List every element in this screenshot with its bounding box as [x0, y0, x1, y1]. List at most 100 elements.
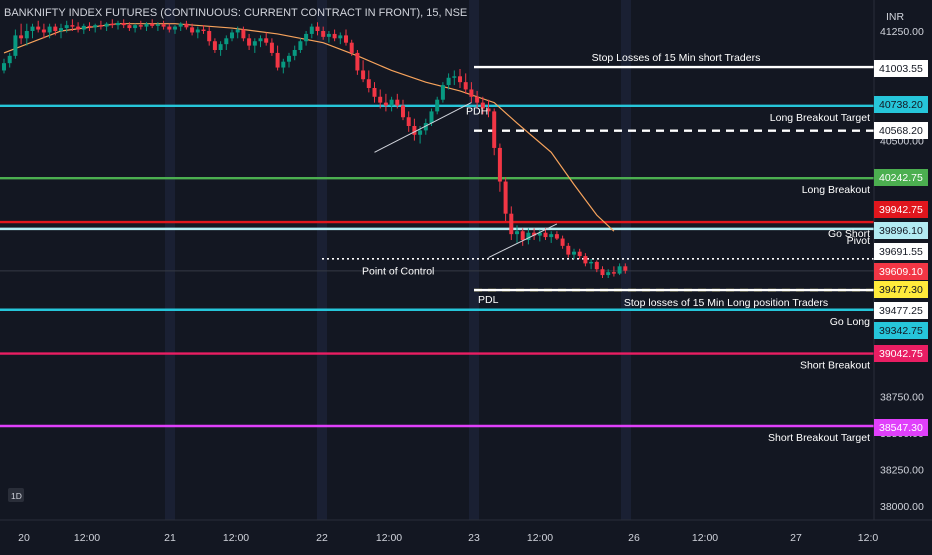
price-badge-pivot — [874, 222, 928, 239]
candle-body — [537, 232, 542, 236]
candle-body — [606, 272, 611, 276]
price-badge-label-go_short: 39942.75 — [879, 204, 923, 216]
candle-body — [577, 251, 582, 257]
candle-body — [492, 111, 497, 148]
candle-body — [589, 261, 594, 264]
candle-body — [497, 147, 502, 182]
level-label-go_long: Go Long — [830, 316, 870, 328]
candle-body — [64, 25, 69, 29]
candle-body — [623, 266, 628, 271]
price-badge-sb_target — [874, 419, 928, 436]
candle-body — [87, 25, 92, 28]
candle-body — [150, 23, 155, 26]
candle-body — [247, 38, 252, 46]
level-label-pivot: Pivot — [847, 235, 870, 247]
candle-body — [304, 33, 309, 42]
candle-body — [435, 99, 440, 112]
x-tick-label: 21 — [164, 532, 176, 544]
price-badge-label-short_breakout: 39042.75 — [879, 348, 923, 360]
time-axis[interactable]: 20 12:00 21 12:00 22 12:00 23 12:00 26 12:00 27 12:… — [18, 532, 878, 544]
candle-body — [167, 26, 172, 30]
candle-body — [116, 22, 120, 26]
x-tick-label: 12:00 — [74, 532, 100, 544]
annotation-point-of-control: Point of Control — [362, 266, 434, 278]
candle-body — [155, 24, 160, 26]
session-band — [469, 0, 479, 520]
candle-body — [406, 117, 411, 126]
candle-body — [401, 105, 405, 118]
y-tick-label: 41250.00 — [880, 26, 924, 38]
candle-body — [269, 42, 274, 53]
price-badge-go_short — [874, 201, 928, 218]
candle-body — [138, 25, 143, 27]
candle-body — [212, 41, 217, 50]
candle-body — [440, 85, 445, 100]
x-tick-label: 12:00 — [223, 532, 249, 544]
candles-layer — [2, 19, 628, 278]
candle-body — [275, 52, 280, 68]
candle-body — [600, 269, 605, 276]
candle-body — [332, 33, 337, 39]
interval-badge-bg — [8, 488, 24, 502]
price-badge-short_breakout — [874, 345, 928, 362]
candle-body — [338, 35, 343, 39]
candle-body — [503, 181, 508, 214]
level-label-go_short: Go Short — [828, 228, 870, 240]
candle-body — [98, 25, 103, 27]
candle-body — [7, 55, 12, 64]
y-tick-label: 38000.00 — [880, 501, 924, 513]
candle-body — [241, 29, 246, 39]
candle-body — [264, 38, 269, 43]
candle-body — [429, 111, 434, 124]
price-badge-pdh — [874, 122, 928, 139]
candle-body — [76, 26, 81, 30]
price-badge-label-pdh: 40568.20 — [879, 125, 923, 137]
candle-body — [258, 38, 263, 42]
session-band — [621, 0, 631, 520]
candle-body — [372, 88, 377, 97]
price-badges: 41003.55 40738.20 40568.20 40242.75 39942.75… — [874, 60, 928, 436]
x-tick-label: 22 — [316, 532, 328, 544]
candle-body — [292, 50, 297, 56]
x-tick-label: 12:00 — [692, 532, 718, 544]
candle-body — [121, 22, 126, 26]
candle-body — [617, 266, 622, 274]
candle-body — [611, 272, 616, 274]
candle-body — [389, 99, 394, 106]
price-badge-go_long — [874, 322, 928, 339]
level-labels-layer: Stop Losses of 15 Min short Traders Long … — [362, 52, 870, 444]
session-band — [165, 0, 175, 520]
candle-body — [515, 231, 519, 235]
candle-body — [201, 29, 206, 31]
price-badge-label-lb_target: 40738.20 — [879, 99, 923, 111]
chart-title: BANKNIFTY INDEX FUTURES (CONTINUOUS: CUR… — [4, 7, 467, 19]
x-tick-label: 23 — [468, 532, 480, 544]
candle-body — [412, 126, 417, 135]
price-badge-label-long_breakout: 40242.75 — [879, 172, 923, 184]
candle-body — [281, 61, 286, 68]
candle-body — [178, 23, 183, 27]
session-band — [317, 0, 327, 520]
price-badge-label-poc: 39691.55 — [879, 246, 923, 258]
x-tick-label: 27 — [790, 532, 802, 544]
candle-body — [2, 63, 6, 71]
currency-label: INR — [886, 11, 905, 23]
candle-body — [321, 31, 326, 37]
trend-line-1 — [374, 102, 472, 153]
candle-body — [24, 31, 29, 39]
candle-body — [532, 232, 537, 236]
candle-body — [366, 79, 371, 88]
candle-body — [526, 232, 531, 240]
x-tick-label: 12:00 — [376, 532, 402, 544]
price-badge-label-last-price: 39609.10 — [879, 266, 923, 278]
candle-body — [81, 25, 86, 30]
candle-body — [36, 26, 41, 30]
price-badge-last-price — [874, 263, 928, 280]
candle-body — [110, 23, 115, 26]
moving-average-layer — [3, 23, 615, 232]
candle-body — [218, 44, 223, 50]
interval-badge[interactable]: 1D — [8, 488, 24, 502]
candle-body — [287, 55, 291, 62]
